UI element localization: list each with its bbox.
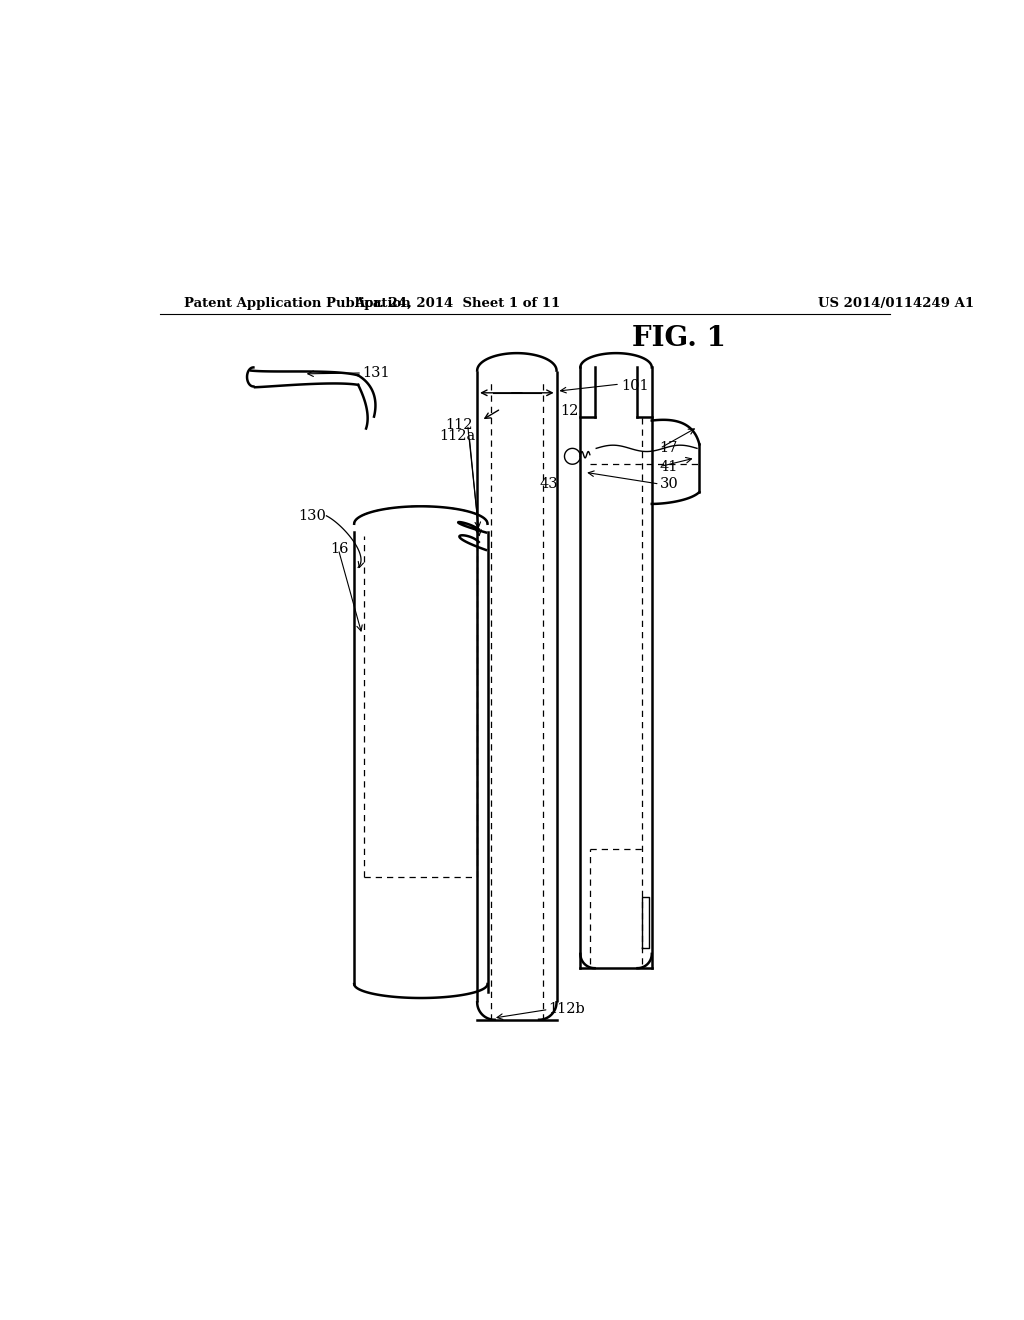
- Text: 101: 101: [621, 379, 648, 392]
- Text: 112: 112: [445, 417, 473, 432]
- Text: 16: 16: [331, 543, 349, 556]
- Text: US 2014/0114249 A1: US 2014/0114249 A1: [818, 297, 975, 310]
- Text: 131: 131: [362, 366, 390, 380]
- Text: 43: 43: [539, 477, 558, 491]
- Text: Patent Application Publication: Patent Application Publication: [183, 297, 411, 310]
- Text: Apr. 24, 2014  Sheet 1 of 11: Apr. 24, 2014 Sheet 1 of 11: [354, 297, 560, 310]
- Text: 130: 130: [299, 508, 327, 523]
- Text: 112a: 112a: [439, 429, 475, 444]
- Text: 112b: 112b: [549, 1002, 586, 1016]
- Text: 41: 41: [659, 459, 678, 474]
- Text: 30: 30: [659, 477, 679, 491]
- Text: FIG. 1: FIG. 1: [632, 325, 726, 352]
- Text: 12: 12: [560, 404, 579, 418]
- Text: 17: 17: [659, 441, 678, 455]
